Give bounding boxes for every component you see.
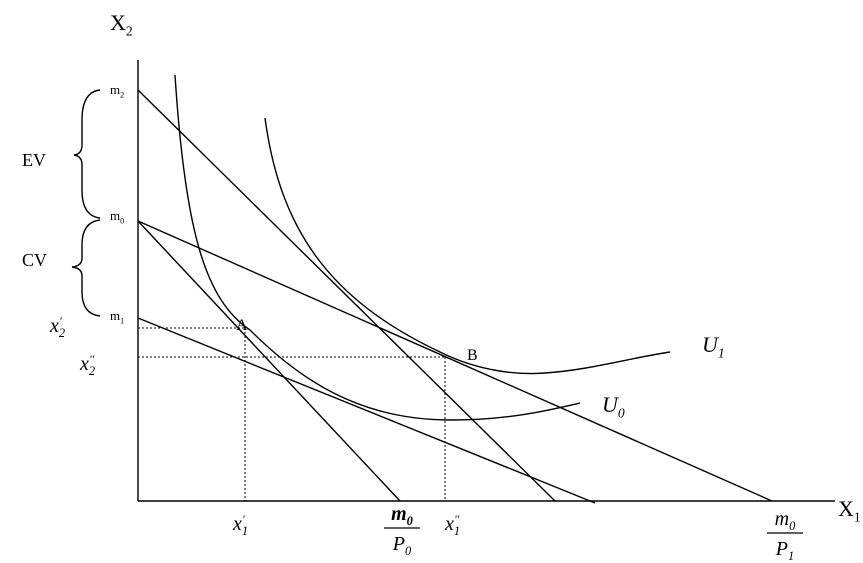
- fraction-numerator: m0: [775, 508, 796, 533]
- indifference-curve: [174, 74, 581, 421]
- label-base: U: [602, 392, 620, 417]
- brace: [71, 219, 101, 317]
- label-subscript: 0: [120, 216, 124, 225]
- label-subscript: 0: [618, 406, 625, 421]
- label: U0: [602, 392, 625, 421]
- fraction-denominator: P0: [392, 533, 412, 558]
- label-subscript: 2: [89, 364, 95, 378]
- label: m2: [110, 82, 124, 99]
- label-base: B: [467, 347, 478, 364]
- label-subscript: 2: [120, 90, 124, 99]
- fraction-numerator: m0: [391, 503, 413, 528]
- budget-line: [137, 89, 556, 502]
- label-subscript: 1: [120, 316, 124, 325]
- label-base: m: [110, 308, 120, 323]
- brace: [73, 89, 101, 219]
- label: X2: [110, 10, 133, 39]
- label-superscript: ': [59, 314, 62, 328]
- label: CV: [22, 250, 47, 270]
- label-subscript: 0: [789, 519, 796, 533]
- label-base: EV: [22, 150, 46, 170]
- label: B: [467, 347, 478, 364]
- label-base: X: [838, 496, 854, 521]
- label-superscript: '': [454, 512, 460, 526]
- label-base: x: [232, 513, 242, 535]
- label: x1': [232, 512, 248, 538]
- label: x2'': [79, 352, 95, 378]
- label-base: CV: [22, 250, 47, 270]
- label-superscript: '': [89, 352, 95, 366]
- label: x2': [49, 314, 65, 340]
- label-base: U: [702, 332, 720, 357]
- label-subscript: 1: [454, 524, 460, 538]
- label-subscript: 1: [242, 524, 248, 538]
- drawing: [71, 60, 835, 504]
- label-base: X: [110, 10, 126, 35]
- fraction-denominator: P1: [775, 538, 794, 563]
- label-subscript: 1: [718, 346, 725, 361]
- label-subscript: 1: [854, 510, 861, 525]
- budget-line: [137, 220, 401, 502]
- label: x1'': [444, 512, 460, 538]
- label-base: m: [110, 208, 120, 223]
- label-subscript: 2: [126, 24, 133, 39]
- label-base: A: [236, 317, 248, 334]
- label-subscript: 1: [788, 549, 794, 563]
- budget-line: [137, 220, 773, 502]
- label: X1: [838, 496, 861, 525]
- label: m1: [110, 308, 124, 325]
- label-subscript: 2: [59, 326, 65, 340]
- label-superscript: ': [242, 512, 245, 526]
- label-base: x: [444, 513, 454, 535]
- label-base: P: [392, 533, 405, 555]
- indifference-curve: [264, 117, 671, 375]
- label-base: m: [391, 503, 407, 525]
- label-subscript: 0: [407, 514, 413, 528]
- label: U1: [702, 332, 725, 361]
- label-subscript: 0: [405, 544, 412, 558]
- label: A: [236, 317, 248, 334]
- label-base: m: [110, 82, 120, 97]
- label-base: x: [49, 315, 59, 337]
- label-base: P: [775, 538, 788, 560]
- label-base: x: [79, 353, 89, 375]
- label-base: m: [775, 508, 789, 530]
- label: EV: [22, 150, 46, 170]
- label: m0: [110, 208, 124, 225]
- budget-line: [137, 317, 596, 504]
